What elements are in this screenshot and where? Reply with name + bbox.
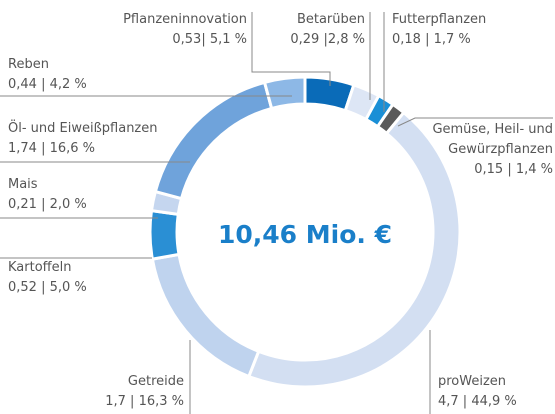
value-label: 1,7 | 16,3 % (105, 394, 184, 409)
category-label: proWeizen (438, 374, 507, 389)
category-label: Getreide (127, 374, 184, 389)
donut-segment (246, 110, 462, 389)
leader-line (397, 117, 553, 127)
donut-segment (153, 80, 274, 201)
category-label: Kartoffeln (8, 260, 72, 275)
value-label: 0,44 | 4,2 % (8, 77, 87, 92)
donut-segment (150, 252, 261, 379)
category-label: Pflanzeninnovation (123, 12, 247, 27)
category-label: Reben (8, 57, 49, 72)
value-label: 0,21 | 2,0 % (8, 197, 87, 212)
value-label: 0,29 |2,8 % (290, 32, 365, 47)
center-label: 10,46 Mio. € (218, 220, 392, 249)
category-label: Futterpflanzen (392, 12, 487, 27)
value-label: 0,18 | 1,7 % (392, 32, 471, 47)
leader-line (251, 12, 331, 86)
donut-segment (262, 75, 307, 111)
value-label: 1,74 | 16,6 % (8, 141, 96, 156)
value-label: 4,7 | 44,9 % (438, 394, 517, 409)
category-label: Betarüben (296, 12, 365, 27)
value-label: 0,15 | 1,4 % (474, 162, 553, 177)
category-label: Öl- und Eiweißpflanzen (8, 121, 158, 136)
category-label: Mais (8, 177, 38, 192)
value-label: 0,53| 5,1 % (172, 32, 247, 47)
category-label: Gemüse, Heil- und Gewürzpflanzen (432, 122, 553, 157)
value-label: 0,52 | 5,0 % (8, 280, 87, 295)
